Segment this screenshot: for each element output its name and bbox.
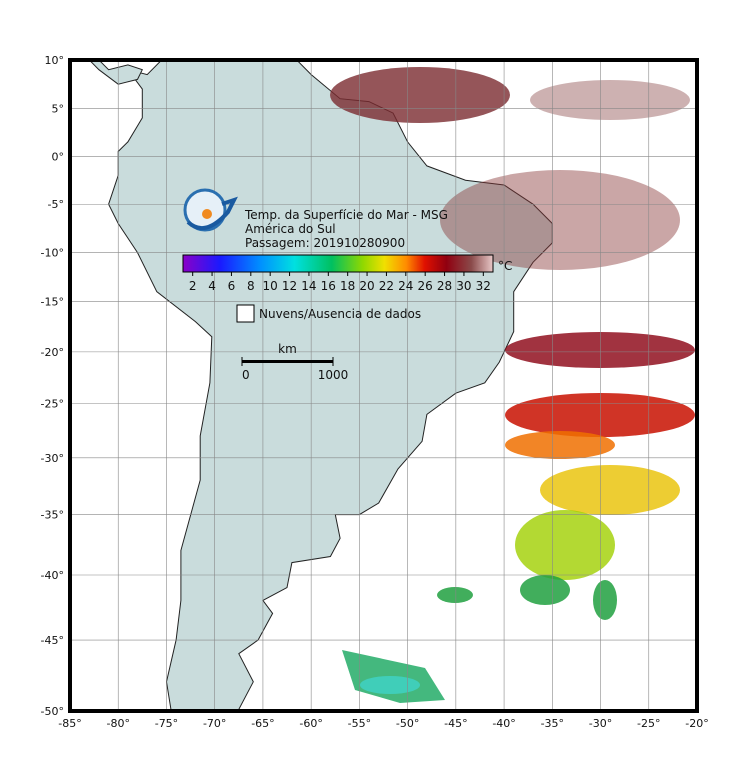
y-tick-label: -10°: [41, 247, 64, 260]
scale-unit: km: [278, 342, 297, 356]
x-tick-label: -75°: [155, 717, 178, 730]
x-tick-label: -70°: [203, 717, 226, 730]
x-tick-label: -40°: [492, 717, 515, 730]
y-tick-label: -15°: [41, 296, 64, 309]
colorbar-unit: °C: [498, 259, 512, 273]
colorbar-tick-label: 10: [263, 279, 278, 293]
logo: [183, 188, 238, 232]
colorbar: 2 4 6 8 10 12 14 16 18 20 22 24 26 28 30 32°C: [182, 254, 512, 293]
colorbar-tick-label: 26: [418, 279, 433, 293]
sst-patch: [505, 332, 695, 368]
colorbar-tick-label: 14: [301, 279, 316, 293]
colorbar-tick-label: 8: [247, 279, 255, 293]
y-tick-label: -20°: [41, 346, 64, 359]
colorbar-tick-label: 24: [398, 279, 413, 293]
y-tick-label: 5°: [52, 102, 65, 115]
x-tick-label: -85°: [58, 717, 81, 730]
y-tick-label: 10°: [45, 54, 65, 67]
y-tick-label: -35°: [41, 509, 64, 522]
y-tick-label: -50°: [41, 705, 64, 718]
legend-label: Nuvens/Ausencia de dados: [259, 307, 421, 321]
colorbar-tick-label: 16: [321, 279, 336, 293]
colorbar-tick-label: 18: [340, 279, 355, 293]
y-tick-label: -5°: [48, 198, 64, 211]
axis-labels: -85° -80° -75° -70° -65° -60° -55° -50° -45° -40°…: [41, 54, 709, 730]
sst-patch: [330, 67, 510, 123]
y-tick-label: -30°: [41, 452, 64, 465]
region: América do Sul: [245, 222, 336, 236]
frame: [68, 58, 699, 713]
sst-patch: [437, 587, 473, 603]
sst-patch: [530, 80, 690, 120]
landmass: [88, 60, 144, 85]
sst-patch: [540, 465, 680, 515]
sst-patch: [593, 580, 617, 620]
scale-tick-label: 1000: [318, 368, 349, 382]
colorbar-tick-label: 30: [456, 279, 471, 293]
colorbar-tick-label: 28: [437, 279, 452, 293]
x-tick-label: -50°: [396, 717, 419, 730]
sst-patch: [520, 575, 570, 605]
legend-swatch: [236, 304, 255, 323]
colorbar-tick-label: 20: [359, 279, 374, 293]
colorbar-tick-label: 12: [282, 279, 297, 293]
colorbar-tick-label: 22: [379, 279, 394, 293]
x-tick-label: -60°: [299, 717, 322, 730]
x-tick-label: -25°: [637, 717, 660, 730]
title: Temp. da Superfície do Mar - MSG: [244, 208, 448, 222]
scale-bar: 0 1000 km: [241, 342, 349, 382]
x-tick-label: -30°: [589, 717, 612, 730]
logo-arrow: [186, 196, 238, 231]
logo-sun: [202, 209, 212, 219]
sst-patch: [505, 393, 695, 437]
y-tick-label: -40°: [41, 569, 64, 582]
colorbar-tick-label: 2: [189, 279, 197, 293]
y-tick-label: -45°: [41, 634, 64, 647]
sst-patch: [505, 431, 615, 459]
scale-tick-label: 0: [242, 368, 250, 382]
scale-bar-body: [242, 360, 333, 363]
x-tick-label: -20°: [685, 717, 708, 730]
colorbar-tick-label: 32: [476, 279, 491, 293]
y-tick-label: 0°: [52, 150, 65, 163]
colorbar-tick-label: 6: [228, 279, 236, 293]
x-tick-label: -55°: [348, 717, 371, 730]
y-tick-label: -25°: [41, 398, 64, 411]
x-tick-label: -80°: [106, 717, 129, 730]
sst-patch: [360, 676, 420, 694]
colorbar-tick-label: 4: [208, 279, 216, 293]
pass-time: Passagem: 201910280900: [245, 236, 405, 250]
sst-patch: [440, 170, 680, 270]
x-tick-label: -45°: [444, 717, 467, 730]
x-tick-label: -65°: [251, 717, 274, 730]
sst-patch: [515, 510, 615, 580]
colorbar-ramp: [182, 254, 494, 273]
x-tick-label: -35°: [541, 717, 564, 730]
